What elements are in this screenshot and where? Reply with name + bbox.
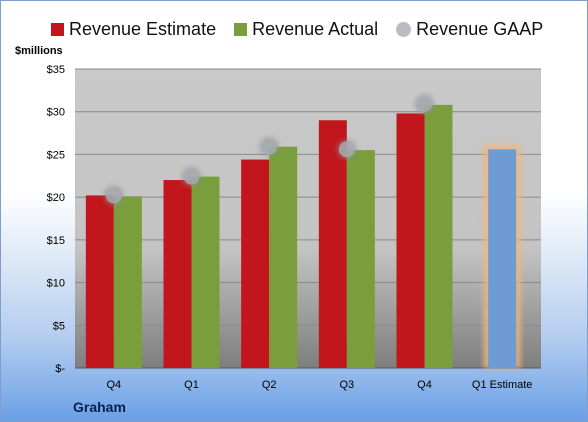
y-tick-label: $25 (47, 149, 65, 161)
legend-swatch-revenue-estimate (51, 22, 64, 36)
y-tick-label: $10 (47, 278, 65, 290)
bar-revenue-actual (269, 146, 298, 368)
bar-revenue-estimate (396, 113, 425, 369)
y-tick-label: $- (55, 363, 65, 375)
y-tick-label: $35 (47, 64, 65, 76)
y-tick-label: $15 (47, 235, 65, 247)
x-tick-label: Q1 (184, 379, 199, 391)
chart-legend: Revenue Estimate Revenue Actual Revenue … (51, 18, 543, 40)
bar-q1-estimate (488, 149, 517, 368)
x-tick-label: Q3 (339, 379, 354, 391)
bar-revenue-estimate (85, 195, 114, 368)
bar-revenue-estimate (318, 120, 347, 368)
point-revenue-gaap (105, 187, 122, 204)
legend-label-revenue-gaap: Revenue GAAP (416, 18, 544, 39)
bar-revenue-actual (113, 196, 142, 368)
point-revenue-gaap (416, 96, 433, 113)
legend-label-revenue-actual: Revenue Actual (252, 18, 379, 39)
bar-revenue-estimate (163, 180, 192, 368)
legend-item-revenue-estimate: Revenue Estimate (51, 19, 216, 40)
y-tick-label: $20 (47, 192, 65, 204)
y-axis-unit-label: $millions (15, 45, 63, 57)
point-revenue-gaap (183, 168, 200, 185)
plot-background (75, 69, 541, 368)
bar-revenue-estimate (241, 159, 270, 368)
bar-revenue-actual (346, 150, 375, 368)
legend-label-revenue-estimate: Revenue Estimate (69, 18, 217, 39)
point-revenue-gaap (338, 141, 355, 158)
x-tick-label: Q1 Estimate (472, 379, 533, 391)
y-tick-label: $5 (53, 320, 65, 332)
legend-item-revenue-gaap: Revenue GAAP (396, 19, 543, 40)
bar-revenue-actual (191, 176, 220, 368)
x-tick-label: Q4 (417, 379, 432, 391)
legend-item-revenue-actual: Revenue Actual (234, 19, 378, 40)
company-label: Graham (73, 399, 126, 415)
x-tick-label: Q2 (262, 379, 277, 391)
legend-swatch-revenue-actual (234, 22, 248, 36)
legend-swatch-revenue-gaap (396, 21, 412, 37)
bar-revenue-actual (424, 104, 453, 368)
point-revenue-gaap (261, 138, 278, 155)
y-tick-label: $30 (47, 107, 65, 119)
x-tick-label: Q4 (106, 379, 121, 391)
